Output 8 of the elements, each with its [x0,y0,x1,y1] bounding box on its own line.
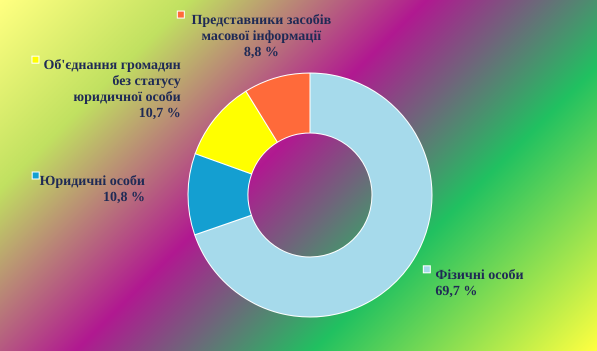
data-label: 10,8 % [103,190,146,205]
legend-label: Фізичні особи [435,268,524,283]
legend-label: Юридичні особи [40,174,146,189]
data-label: 8,8 % [244,45,279,60]
legend-label: Об'єднання громадян без статусу юридичної особи [44,58,181,106]
legend-label: Представники засобів масової інформації [191,13,332,44]
data-label: 10,7 % [138,106,181,122]
data-label: 69,7 % [435,284,478,299]
